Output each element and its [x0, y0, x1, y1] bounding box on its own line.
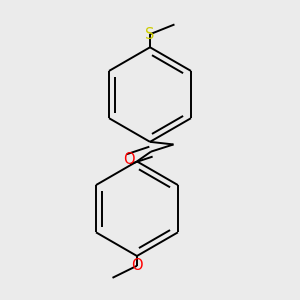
Text: S: S [145, 27, 155, 42]
Text: O: O [131, 258, 143, 273]
Text: O: O [123, 152, 134, 166]
